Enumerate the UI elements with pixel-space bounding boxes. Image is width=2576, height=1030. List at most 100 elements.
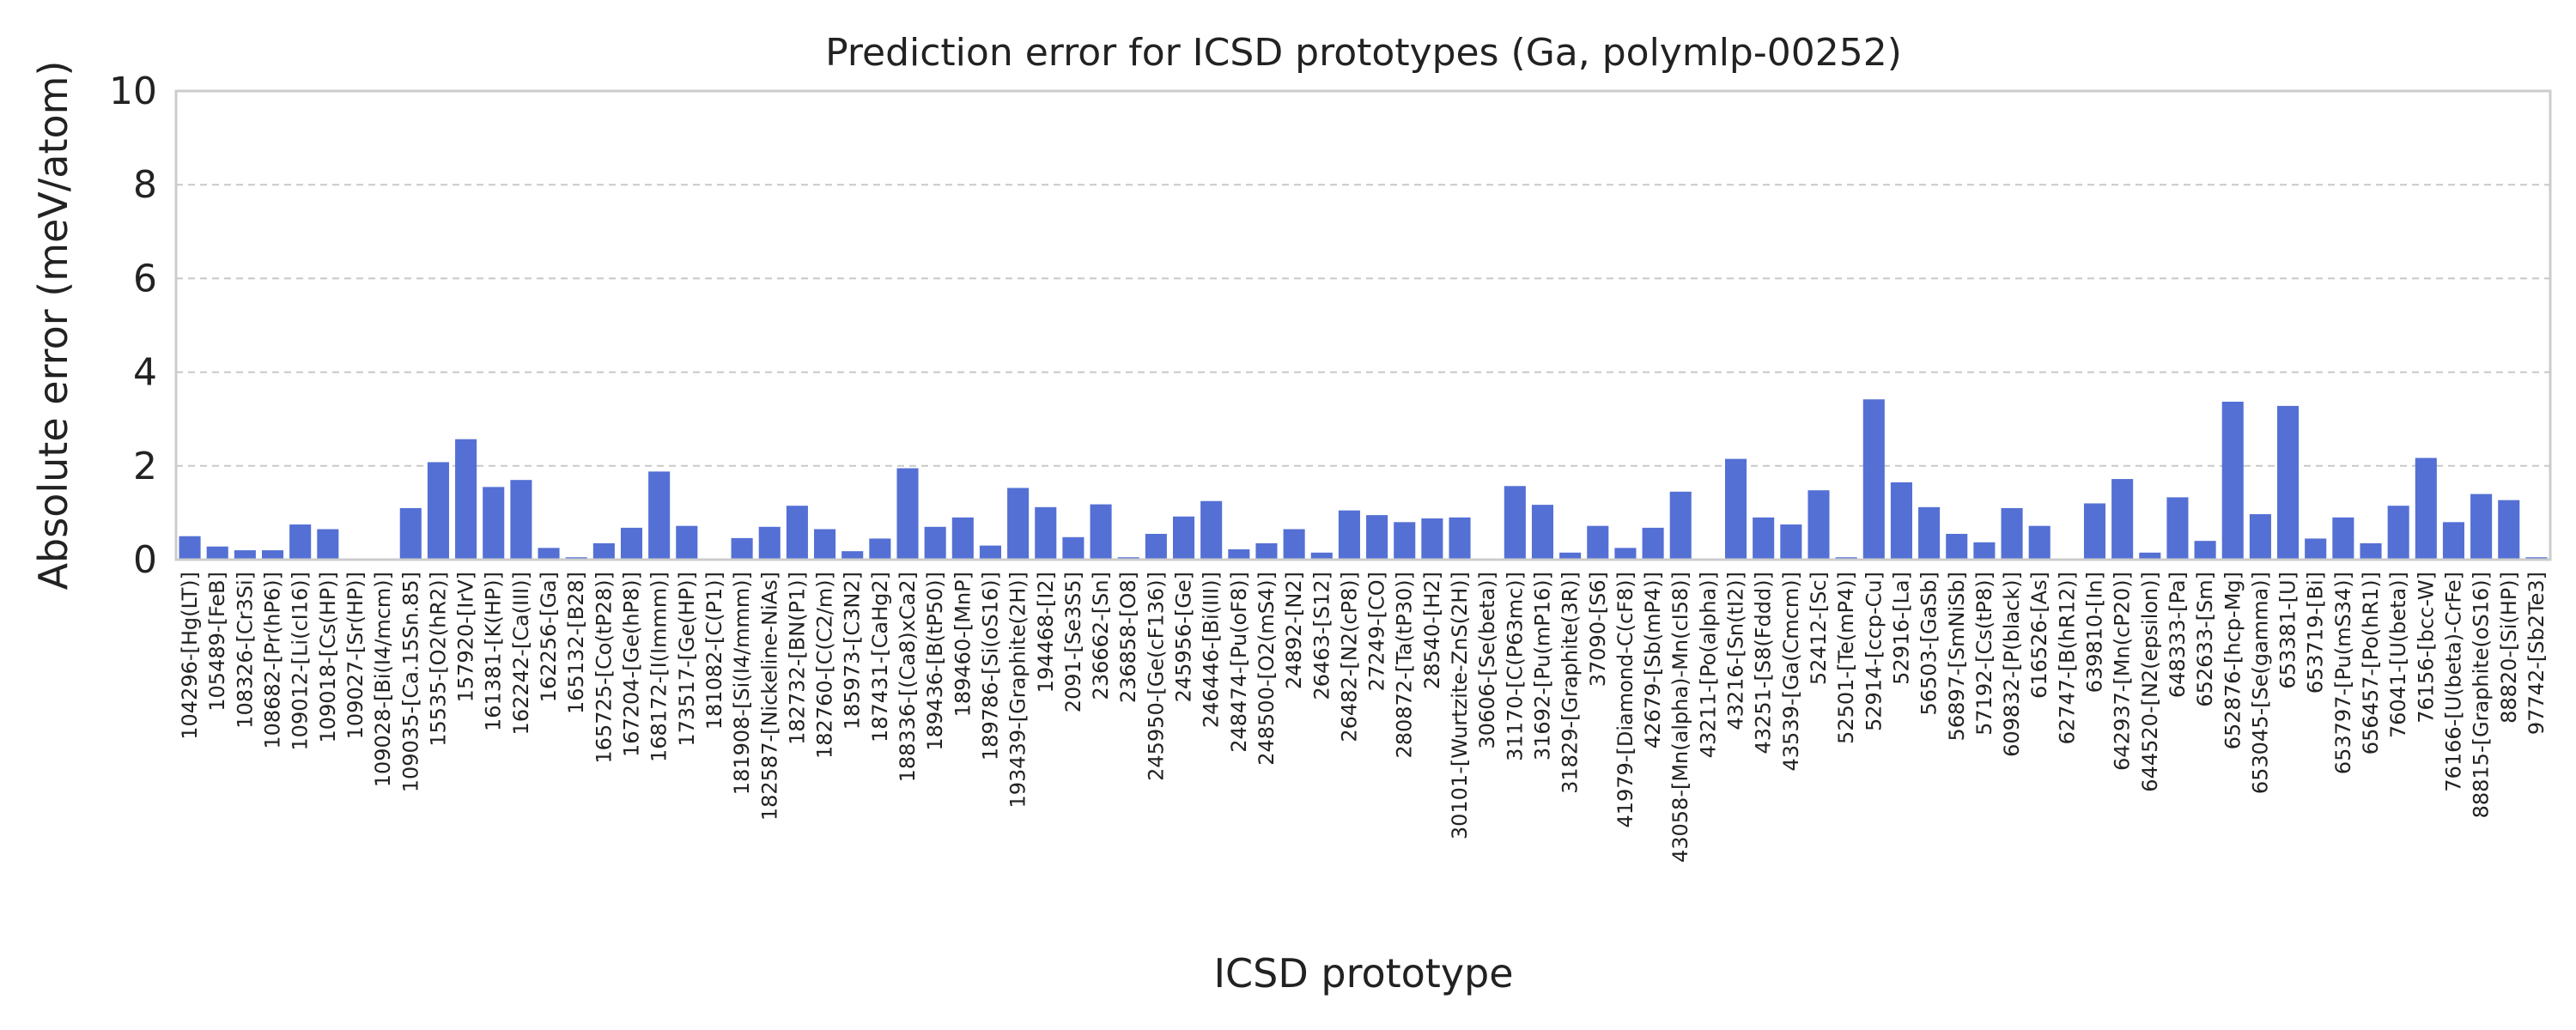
x-tick-label: 182760-[C(C2/m)] xyxy=(813,572,837,759)
x-tick-label: 248500-[O2(mS4)] xyxy=(1255,572,1279,766)
bar-45 xyxy=(1421,518,1443,560)
bar-23 xyxy=(814,529,836,560)
bar-54 xyxy=(1669,491,1692,560)
x-tick-label: 26482-[N2(cP8)] xyxy=(1337,572,1361,742)
x-tick-label: 656457-[Po(hR1)] xyxy=(2359,572,2383,754)
bar-2 xyxy=(234,550,256,560)
bar-82 xyxy=(2442,522,2465,560)
bar-78 xyxy=(2332,517,2354,560)
bar-25 xyxy=(869,538,891,560)
x-tick-label: 52914-[ccp-Cu] xyxy=(1862,572,1886,731)
x-tick-label: 181908-[Si(I4/mmm)] xyxy=(730,572,754,795)
y-tick-label: 4 xyxy=(133,351,157,395)
x-tick-label: 57192-[Cs(tP8)] xyxy=(1972,572,1996,736)
bar-52 xyxy=(1614,548,1637,560)
x-tick-label: 43058-[Mn(alpha)-Mn(cI58)] xyxy=(1668,572,1692,863)
x-tick-label: 109027-[Sr(HP)] xyxy=(343,572,368,739)
y-axis-title: Absolute error (meV/atom) xyxy=(30,61,76,591)
x-tick-label: 43211-[Po(alpha)] xyxy=(1696,572,1720,758)
bar-10 xyxy=(455,439,477,560)
gridlines xyxy=(176,184,2550,467)
x-tick-label: 245956-[Ge] xyxy=(1172,572,1196,702)
x-tick-label: 181082-[C(P1)] xyxy=(702,572,726,730)
x-tick-label: 182587-[Nickeline-NiAs] xyxy=(757,572,781,821)
x-tick-label: 109012-[Li(cI16)] xyxy=(289,572,313,751)
x-tick-label: 653797-[Pu(mS34)] xyxy=(2331,572,2355,774)
x-tick-label: 162256-[Ga] xyxy=(537,572,561,702)
bar-15 xyxy=(592,542,615,560)
x-tick-label: 616526-[As] xyxy=(2027,572,2051,699)
y-axis-ticks: 0 2 4 6 8 10 xyxy=(109,70,157,582)
x-tick-label: 37090-[S6] xyxy=(1586,572,1610,687)
x-tick-label: 246446-[Bi(III)] xyxy=(1200,572,1224,728)
bar-58 xyxy=(1780,524,1802,560)
x-tick-label: 188336-[(Ca8)xCa2] xyxy=(896,572,920,782)
x-tick-label: 31692-[Pu(mP16)] xyxy=(1530,572,1554,760)
x-tick-label: 653045-[Se(gamma)] xyxy=(2248,572,2272,794)
x-tick-label: 56897-[SmNiSb] xyxy=(1945,572,1969,741)
bar-13 xyxy=(538,548,560,560)
bar-50 xyxy=(1559,552,1582,560)
bar-33 xyxy=(1090,504,1112,560)
x-tick-label: 165725-[Co(tP28)] xyxy=(592,572,616,764)
bar-42 xyxy=(1338,510,1360,560)
bar-4 xyxy=(289,524,312,560)
bar-12 xyxy=(510,480,532,560)
x-tick-label: 76041-[U(beta)] xyxy=(2386,572,2410,738)
bar-39 xyxy=(1255,542,1278,560)
x-tick-label: 43539-[Ga(Cmcm)] xyxy=(1779,572,1803,771)
y-tick-label: 6 xyxy=(133,257,157,300)
x-tick-label: 52501-[Te(mP4)] xyxy=(1834,572,1858,744)
x-axis-title: ICSD prototype xyxy=(1213,950,1513,997)
bars xyxy=(179,399,2548,560)
bar-8 xyxy=(399,507,422,560)
x-tick-label: 245950-[Ge(cF136)] xyxy=(1144,572,1168,781)
x-tick-label: 248474-[Pu(oF8)] xyxy=(1227,572,1251,753)
bar-31 xyxy=(1035,506,1057,560)
x-tick-label: 108326-[Cr3Si] xyxy=(233,572,257,729)
x-tick-label: 157920-[IrV] xyxy=(454,572,478,702)
bar-70 xyxy=(2111,479,2134,560)
bar-21 xyxy=(758,526,781,560)
bar-26 xyxy=(896,468,919,560)
bar-28 xyxy=(951,517,974,560)
bar-44 xyxy=(1394,522,1416,560)
x-tick-label: 52412-[Sc] xyxy=(1807,572,1831,685)
x-tick-label: 187431-[CaHg2] xyxy=(868,572,892,742)
bar-0 xyxy=(179,536,201,560)
bar-32 xyxy=(1062,536,1084,560)
x-tick-label: 76166-[U(beta)-CrFe] xyxy=(2441,572,2465,792)
x-tick-label: 639810-[In] xyxy=(2083,572,2107,693)
x-tick-label: 52916-[La] xyxy=(1889,572,1913,685)
bar-69 xyxy=(2083,503,2106,560)
x-tick-label: 88820-[Si(HP)] xyxy=(2497,572,2521,724)
x-tick-label: 88815-[Graphite(oS16)] xyxy=(2470,572,2494,818)
bar-57 xyxy=(1753,517,1775,560)
bar-9 xyxy=(427,462,449,560)
x-tick-label: 28540-[H2] xyxy=(1420,572,1444,689)
x-tick-label: 56503-[GaSb] xyxy=(1917,572,1941,716)
bar-22 xyxy=(786,506,808,560)
x-tick-label: 42679-[Sb(mP4)] xyxy=(1641,572,1665,748)
x-tick-label: 27249-[CO] xyxy=(1365,572,1389,691)
bar-20 xyxy=(731,537,753,560)
bar-24 xyxy=(841,551,864,560)
bar-51 xyxy=(1587,525,1609,560)
bar-3 xyxy=(261,550,284,560)
x-axis-ticks: 104296-[Hg(LT)] 105489-[FeB] 108326-[Cr3Si… xyxy=(178,572,2549,863)
x-tick-label: 236858-[O8] xyxy=(1116,572,1140,703)
bar-16 xyxy=(620,527,643,560)
x-tick-label: 173517-[Ge(HP)] xyxy=(675,572,699,747)
y-tick-label: 2 xyxy=(133,445,157,488)
bar-74 xyxy=(2221,401,2244,560)
x-tick-label: 26463-[S12] xyxy=(1309,572,1334,700)
x-tick-label: 189460-[MnP] xyxy=(951,572,975,717)
bar-49 xyxy=(1531,505,1554,560)
x-tick-label: 109035-[Ca.15Sn.85] xyxy=(398,572,422,792)
bar-76 xyxy=(2277,405,2300,560)
bar-83 xyxy=(2470,494,2493,560)
x-tick-label: 168172-[I(Immm)] xyxy=(647,572,671,762)
bar-48 xyxy=(1504,486,1526,560)
x-tick-label: 24892-[N2] xyxy=(1282,572,1306,689)
